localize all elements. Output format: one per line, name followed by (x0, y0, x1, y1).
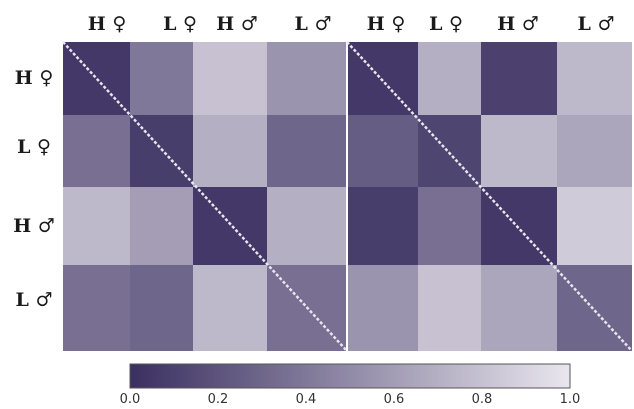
heatmap-cell (63, 265, 130, 351)
heatmap-cell (557, 42, 632, 115)
heatmap-cell (557, 187, 632, 265)
row-label: L ♀ (17, 136, 51, 158)
heatmap-cell (193, 265, 267, 351)
colorbar-tick-label: 1.0 (560, 392, 581, 407)
column-label: L ♂ (294, 13, 331, 35)
heatmap-cell (130, 265, 193, 351)
heatmap-cell (418, 187, 481, 265)
heatmap-cell (267, 187, 347, 265)
heatmap-cell (481, 187, 557, 265)
heatmap-cell (481, 115, 557, 187)
column-label: L ♀ (163, 13, 197, 35)
heatmap-cell (418, 265, 481, 351)
column-labels: H ♀ L ♀ H ♂ L ♂ H ♀ L ♀ H ♂ L ♂ (88, 13, 615, 35)
heatmap-cell (418, 42, 481, 115)
column-label: L ♀ (429, 13, 463, 35)
colorbar-tick-label: 0.6 (384, 392, 405, 407)
colorbar (129, 363, 571, 389)
row-labels: H ♀ L ♀ H ♂ L ♂ (13, 67, 55, 311)
heatmap-cell (193, 115, 267, 187)
heatmap-cell (481, 265, 557, 351)
heatmap-cell (418, 115, 481, 187)
heatmap-cell (193, 187, 267, 265)
heatmap-cell (63, 42, 130, 115)
diagonal-line (346, 41, 633, 352)
heatmap-cells (63, 42, 632, 351)
diagonal-lines (62, 41, 633, 352)
heatmap-cell (557, 265, 632, 351)
column-label: H ♂ (497, 13, 539, 35)
colorbar-ticks: 0.0 0.2 0.4 0.6 0.8 1.0 (120, 392, 581, 407)
column-label: H ♀ (367, 13, 405, 35)
heatmap-cell (63, 115, 130, 187)
colorbar-tick-label: 0.2 (208, 392, 229, 407)
heatmap-cell (130, 187, 193, 265)
row-label: H ♂ (13, 215, 55, 237)
colorbar-tick-label: 0.8 (472, 392, 493, 407)
heatmap-cell (193, 42, 267, 115)
heatmap-cell (481, 42, 557, 115)
heatmap-cell (267, 115, 347, 187)
colorbar-tick-label: 0.0 (120, 392, 141, 407)
heatmap-cell (63, 187, 130, 265)
row-label: H ♀ (15, 67, 53, 89)
heatmap-cell (347, 187, 418, 265)
heatmap-cell (557, 115, 632, 187)
heatmap-cell (130, 42, 193, 115)
column-label: H ♂ (216, 13, 258, 35)
column-label: H ♀ (88, 13, 126, 35)
row-label: L ♂ (15, 289, 52, 311)
heatmap-cell (267, 42, 347, 115)
heatmap-cell (347, 265, 418, 351)
column-label: L ♂ (577, 13, 614, 35)
colorbar-tick-label: 0.4 (296, 392, 317, 407)
heatmap-cell (347, 115, 418, 187)
